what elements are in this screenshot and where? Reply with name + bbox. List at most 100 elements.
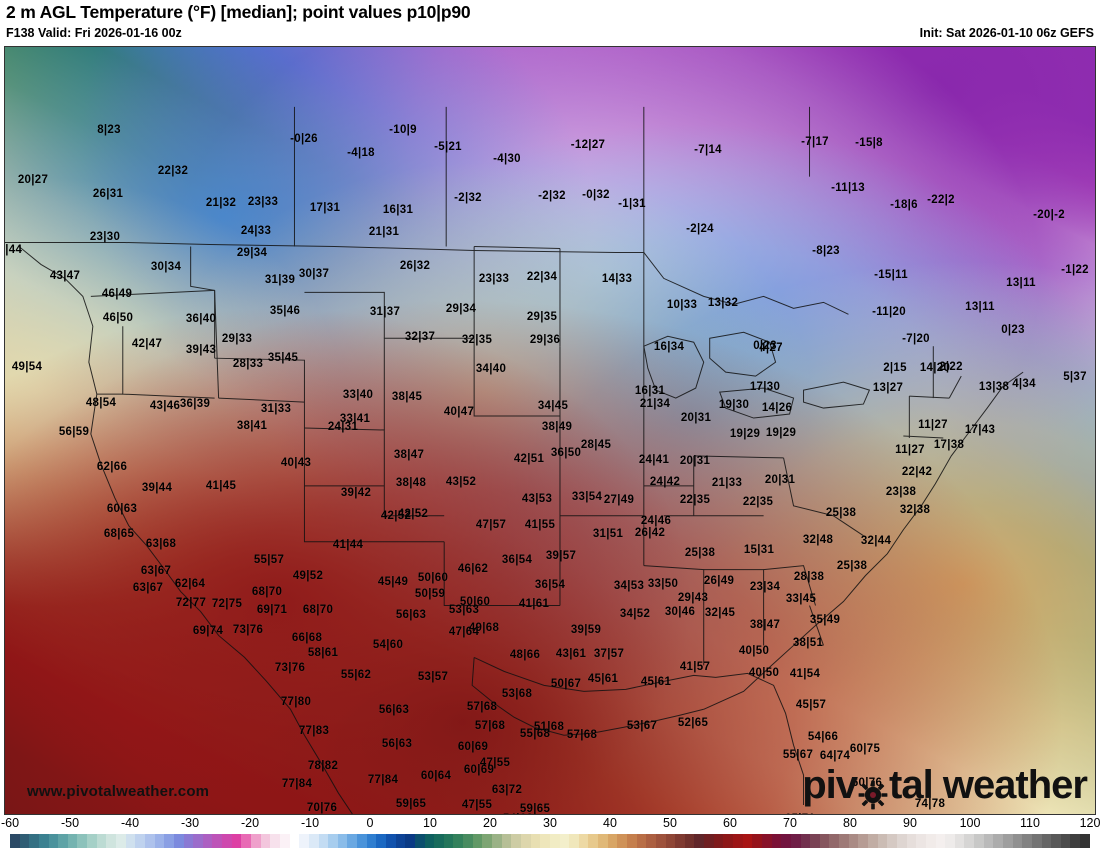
colorbar-swatch xyxy=(366,834,377,848)
colorbar-swatch xyxy=(1080,834,1090,848)
point-value-label: 34|53 xyxy=(613,580,645,592)
colorbar-swatch xyxy=(540,834,550,848)
colorbar-swatch xyxy=(154,834,165,848)
point-value-label: 53|57 xyxy=(417,671,449,683)
colorbar-swatch xyxy=(829,834,840,848)
point-value-label: 57|68 xyxy=(474,720,506,732)
point-value-label: 60|69 xyxy=(457,741,489,753)
point-value-label: 49|68 xyxy=(468,622,500,634)
colorbar-swatch xyxy=(954,834,965,848)
colorbar-swatch xyxy=(347,834,358,848)
point-value-label: 43|53 xyxy=(521,493,553,505)
point-value-label: 32|45 xyxy=(704,607,736,619)
point-value-label: 20|31 xyxy=(680,412,712,424)
point-value-label: 42|52 xyxy=(380,510,412,522)
colorbar-swatch xyxy=(704,834,714,848)
point-value-label: 47|55 xyxy=(461,799,493,811)
point-value-label: 13|27 xyxy=(872,382,904,394)
point-value-label: 56|63 xyxy=(395,609,427,621)
point-value-label: 50|59 xyxy=(414,588,446,600)
point-value-label: 40|50 xyxy=(748,667,780,679)
point-value-label: 13|11 xyxy=(965,301,995,313)
point-value-label: 21|34 xyxy=(639,398,671,410)
colorbar-swatch xyxy=(810,834,820,848)
point-value-label: 23|33 xyxy=(478,273,510,285)
colorbar-swatch xyxy=(222,834,232,848)
point-value-label: 63|67 xyxy=(132,582,164,594)
colorbar-swatch xyxy=(96,834,107,848)
colorbar-swatch xyxy=(588,834,599,848)
colorbar-gradient[interactable] xyxy=(10,834,1090,848)
point-value-label: 47|57 xyxy=(475,519,507,531)
colorbar-tick: 20 xyxy=(483,816,497,830)
point-value-label: 29|34 xyxy=(236,247,268,259)
colorbar-swatch xyxy=(193,834,203,848)
point-value-label: 52|65 xyxy=(677,717,709,729)
colorbar-swatch xyxy=(357,834,367,848)
point-value-label: 4|34 xyxy=(1012,378,1036,390)
point-value-label: 17|38 xyxy=(933,439,965,451)
point-value-label: 26|49 xyxy=(703,575,735,587)
point-value-label: 49|52 xyxy=(292,570,324,582)
watermark-url: www.pivotalweather.com xyxy=(27,783,210,800)
point-value-label: 0|23 xyxy=(1001,324,1025,336)
point-value-label: 32|44 xyxy=(860,535,892,547)
point-value-label: 54|60 xyxy=(372,639,404,651)
colorbar-swatch xyxy=(87,834,97,848)
point-value-label: 14|26 xyxy=(761,402,793,414)
point-value-label: 73|76 xyxy=(274,662,306,674)
point-value-label: 63|67 xyxy=(140,565,172,577)
point-value-label: -15|8 xyxy=(855,137,883,149)
colorbar-swatch xyxy=(935,834,946,848)
colorbar-swatch xyxy=(1012,834,1023,848)
point-value-label: 60|69 xyxy=(463,764,495,776)
point-value-label: 45|61 xyxy=(640,676,672,688)
colorbar-swatch xyxy=(964,834,975,848)
colorbar-swatch xyxy=(598,834,608,848)
point-value-label: 45|61 xyxy=(587,673,619,685)
point-value-label: 39|57 xyxy=(545,550,577,562)
point-value-label: 21|33 xyxy=(711,477,743,489)
point-value-label: 63|68 xyxy=(145,538,177,550)
point-value-label: 54|62 xyxy=(503,813,533,814)
point-value-label: 64|74 xyxy=(819,750,851,762)
colorbar-tick: 30 xyxy=(543,816,557,830)
temperature-map[interactable]: 20|27 8|23 26|31 22|32 23|30 21|32 23|33 24|33 2… xyxy=(4,46,1096,815)
point-value-label: 24|31 xyxy=(327,421,359,433)
point-value-label: 19|30 xyxy=(718,399,750,411)
colorbar-swatch xyxy=(212,834,223,848)
point-value-label: 24|41 xyxy=(638,454,670,466)
point-value-label: 41|54 xyxy=(789,668,821,680)
point-value-label: 77|84 xyxy=(367,774,399,786)
point-value-label: 65|71 xyxy=(785,813,815,814)
point-value-label: 36|54 xyxy=(534,579,566,591)
point-value-label: 38|48 xyxy=(395,477,427,489)
colorbar-swatch xyxy=(983,834,994,848)
point-value-label: 4|27 xyxy=(759,342,783,354)
colorbar-swatch xyxy=(116,834,126,848)
colorbar-legend[interactable]: -60 -50 -40 -30 -20 -10 0 10 20 30 40 50 60 70 80 90 100… xyxy=(0,816,1100,850)
point-value-label: 35|45 xyxy=(267,352,299,364)
colorbar-swatch xyxy=(530,834,541,848)
colorbar-swatch xyxy=(665,834,676,848)
point-value-label: 36|40 xyxy=(185,313,217,325)
point-value-label: 53|67 xyxy=(626,720,658,732)
colorbar-swatch xyxy=(752,834,762,848)
point-value-label: -11|20 xyxy=(872,306,906,318)
colorbar-tick: -60 xyxy=(0,816,20,830)
colorbar-swatch xyxy=(520,834,531,848)
point-value-label: 41|55 xyxy=(524,519,556,531)
colorbar-swatch xyxy=(771,834,782,848)
gear-icon xyxy=(858,775,888,809)
point-value-label: 51|68 xyxy=(533,721,565,733)
point-value-label: 39|42 xyxy=(340,487,372,499)
colorbar-swatch xyxy=(655,834,666,848)
point-value-label: 55|67 xyxy=(782,749,814,761)
colorbar-tick: -20 xyxy=(240,816,260,830)
colorbar-swatch xyxy=(684,834,695,848)
point-value-label: -2|32 xyxy=(454,192,482,204)
point-value-label: 39|43 xyxy=(185,344,217,356)
page-title: 2 m AGL Temperature (°F) [median]; point… xyxy=(6,2,471,22)
point-value-label: 16|31 xyxy=(634,385,666,397)
point-value-label: 53|68 xyxy=(501,688,533,700)
